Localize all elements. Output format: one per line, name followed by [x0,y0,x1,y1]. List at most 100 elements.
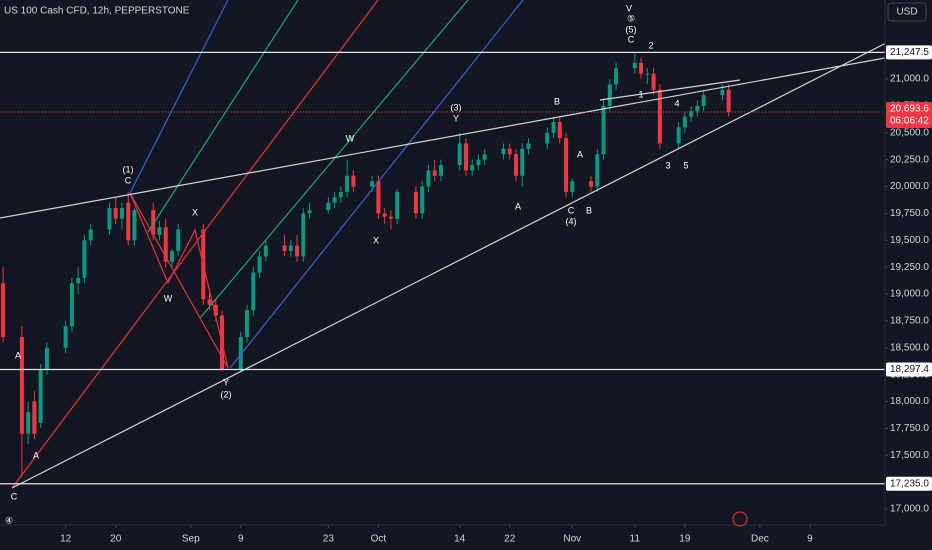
y-tick-label: 18,500.0 [890,342,929,353]
y-tick-label: 19,500.0 [890,235,929,246]
candle-body [645,73,650,75]
currency-button[interactable] [887,2,927,22]
candle-body [26,412,31,434]
pitchfork-median [11,0,379,489]
x-tick-label: 11 [630,534,641,545]
level-tag [886,45,932,60]
candle-body [169,250,174,262]
candle-body [126,202,131,241]
currency[interactable]: USD [896,7,917,18]
candle-body [351,175,356,187]
wave-label: V [626,3,632,13]
level-label: 21,247.5 [890,47,929,58]
wave-label: Y [223,377,229,387]
candle-body [1,283,6,337]
x-tick-label: 19 [679,534,691,545]
countdown: 06:06:42 [890,116,929,127]
trendline [599,79,741,101]
candle-body [301,213,306,257]
pitchfork-line [147,0,299,233]
candle-body [257,256,262,273]
candle-body [38,369,43,423]
x-tick-label: Oct [371,534,387,545]
candle-body [426,170,431,187]
wave-label: X [373,235,379,245]
candle-body [32,401,37,434]
x-tick-label: Dec [751,534,769,545]
candle-body [345,175,350,192]
last-price-label: 20,693.6 [890,104,929,115]
candle-body [720,89,725,96]
candle-body [370,181,375,187]
y-tick-label: 18,000.0 [890,396,929,407]
y-tick-label: 21,000.0 [890,74,929,85]
x-tick-label: 9 [238,534,244,545]
candle-body [207,299,212,305]
candle-body [614,68,619,85]
candle-body [413,191,418,214]
candle-body [213,304,218,316]
level-tag [886,362,932,377]
candle-body [163,227,168,262]
candle-body [395,191,400,219]
y-tick-label: 20,000.0 [890,181,929,192]
candle-body [657,89,662,144]
wave-label: A [33,450,39,460]
y-tick-label: 20,250.0 [890,154,929,165]
wave-label: B [586,205,592,215]
candle-body [507,148,512,155]
wave-label: A [515,201,521,211]
zigzag [129,192,229,369]
y-tick-label: 17,500.0 [890,450,929,461]
candle-body [545,132,550,144]
x-tick-label: 23 [323,534,335,545]
x-tick-label: Nov [563,534,581,545]
candle-body [551,122,556,133]
candle-body [526,143,531,149]
price-axis [885,0,932,550]
candle-body [601,105,606,155]
y-tick-label: 19,250.0 [890,262,929,273]
candle-body [470,165,475,171]
candle-body [288,245,293,251]
wave-label: C [11,491,18,501]
alert-icon[interactable] [732,511,748,527]
candle-body [238,336,243,370]
candle-body [501,148,506,155]
candle-body [651,73,656,90]
wave-label: 4 [674,98,679,108]
candle-body [595,154,600,187]
candle-body [388,216,393,219]
candle-body [513,154,518,176]
candle-body [19,336,24,434]
level-label: 18,297.4 [890,364,929,375]
x-tick-label: Sep [182,534,200,545]
level-tag [886,476,932,491]
y-tick-label: 20,500.0 [890,127,929,138]
candle-body [432,170,437,176]
wave-label: B [554,96,560,106]
x-tick-label: 9 [807,534,813,545]
wave-label: A [577,149,583,159]
x-tick-label: 12 [60,534,72,545]
price-tag [886,101,932,128]
x-tick-label: 14 [454,534,466,545]
candle-body [245,310,250,337]
candle-body [326,202,331,211]
wave-label: C [628,34,635,44]
candle-body [482,154,487,160]
candle-body [307,210,312,214]
x-tick-label: 22 [504,534,516,545]
wave-label: 5 [683,160,688,170]
candle-body [263,245,268,257]
y-tick-label: 17,000.0 [890,504,929,515]
wave-label: (5) [626,24,637,34]
candle-body [88,229,93,241]
candle-body [632,62,637,69]
pitchfork-line [129,0,229,194]
candle-body [420,186,425,214]
candle-body [332,197,337,203]
trendline [11,41,889,489]
candle-body [438,165,443,176]
